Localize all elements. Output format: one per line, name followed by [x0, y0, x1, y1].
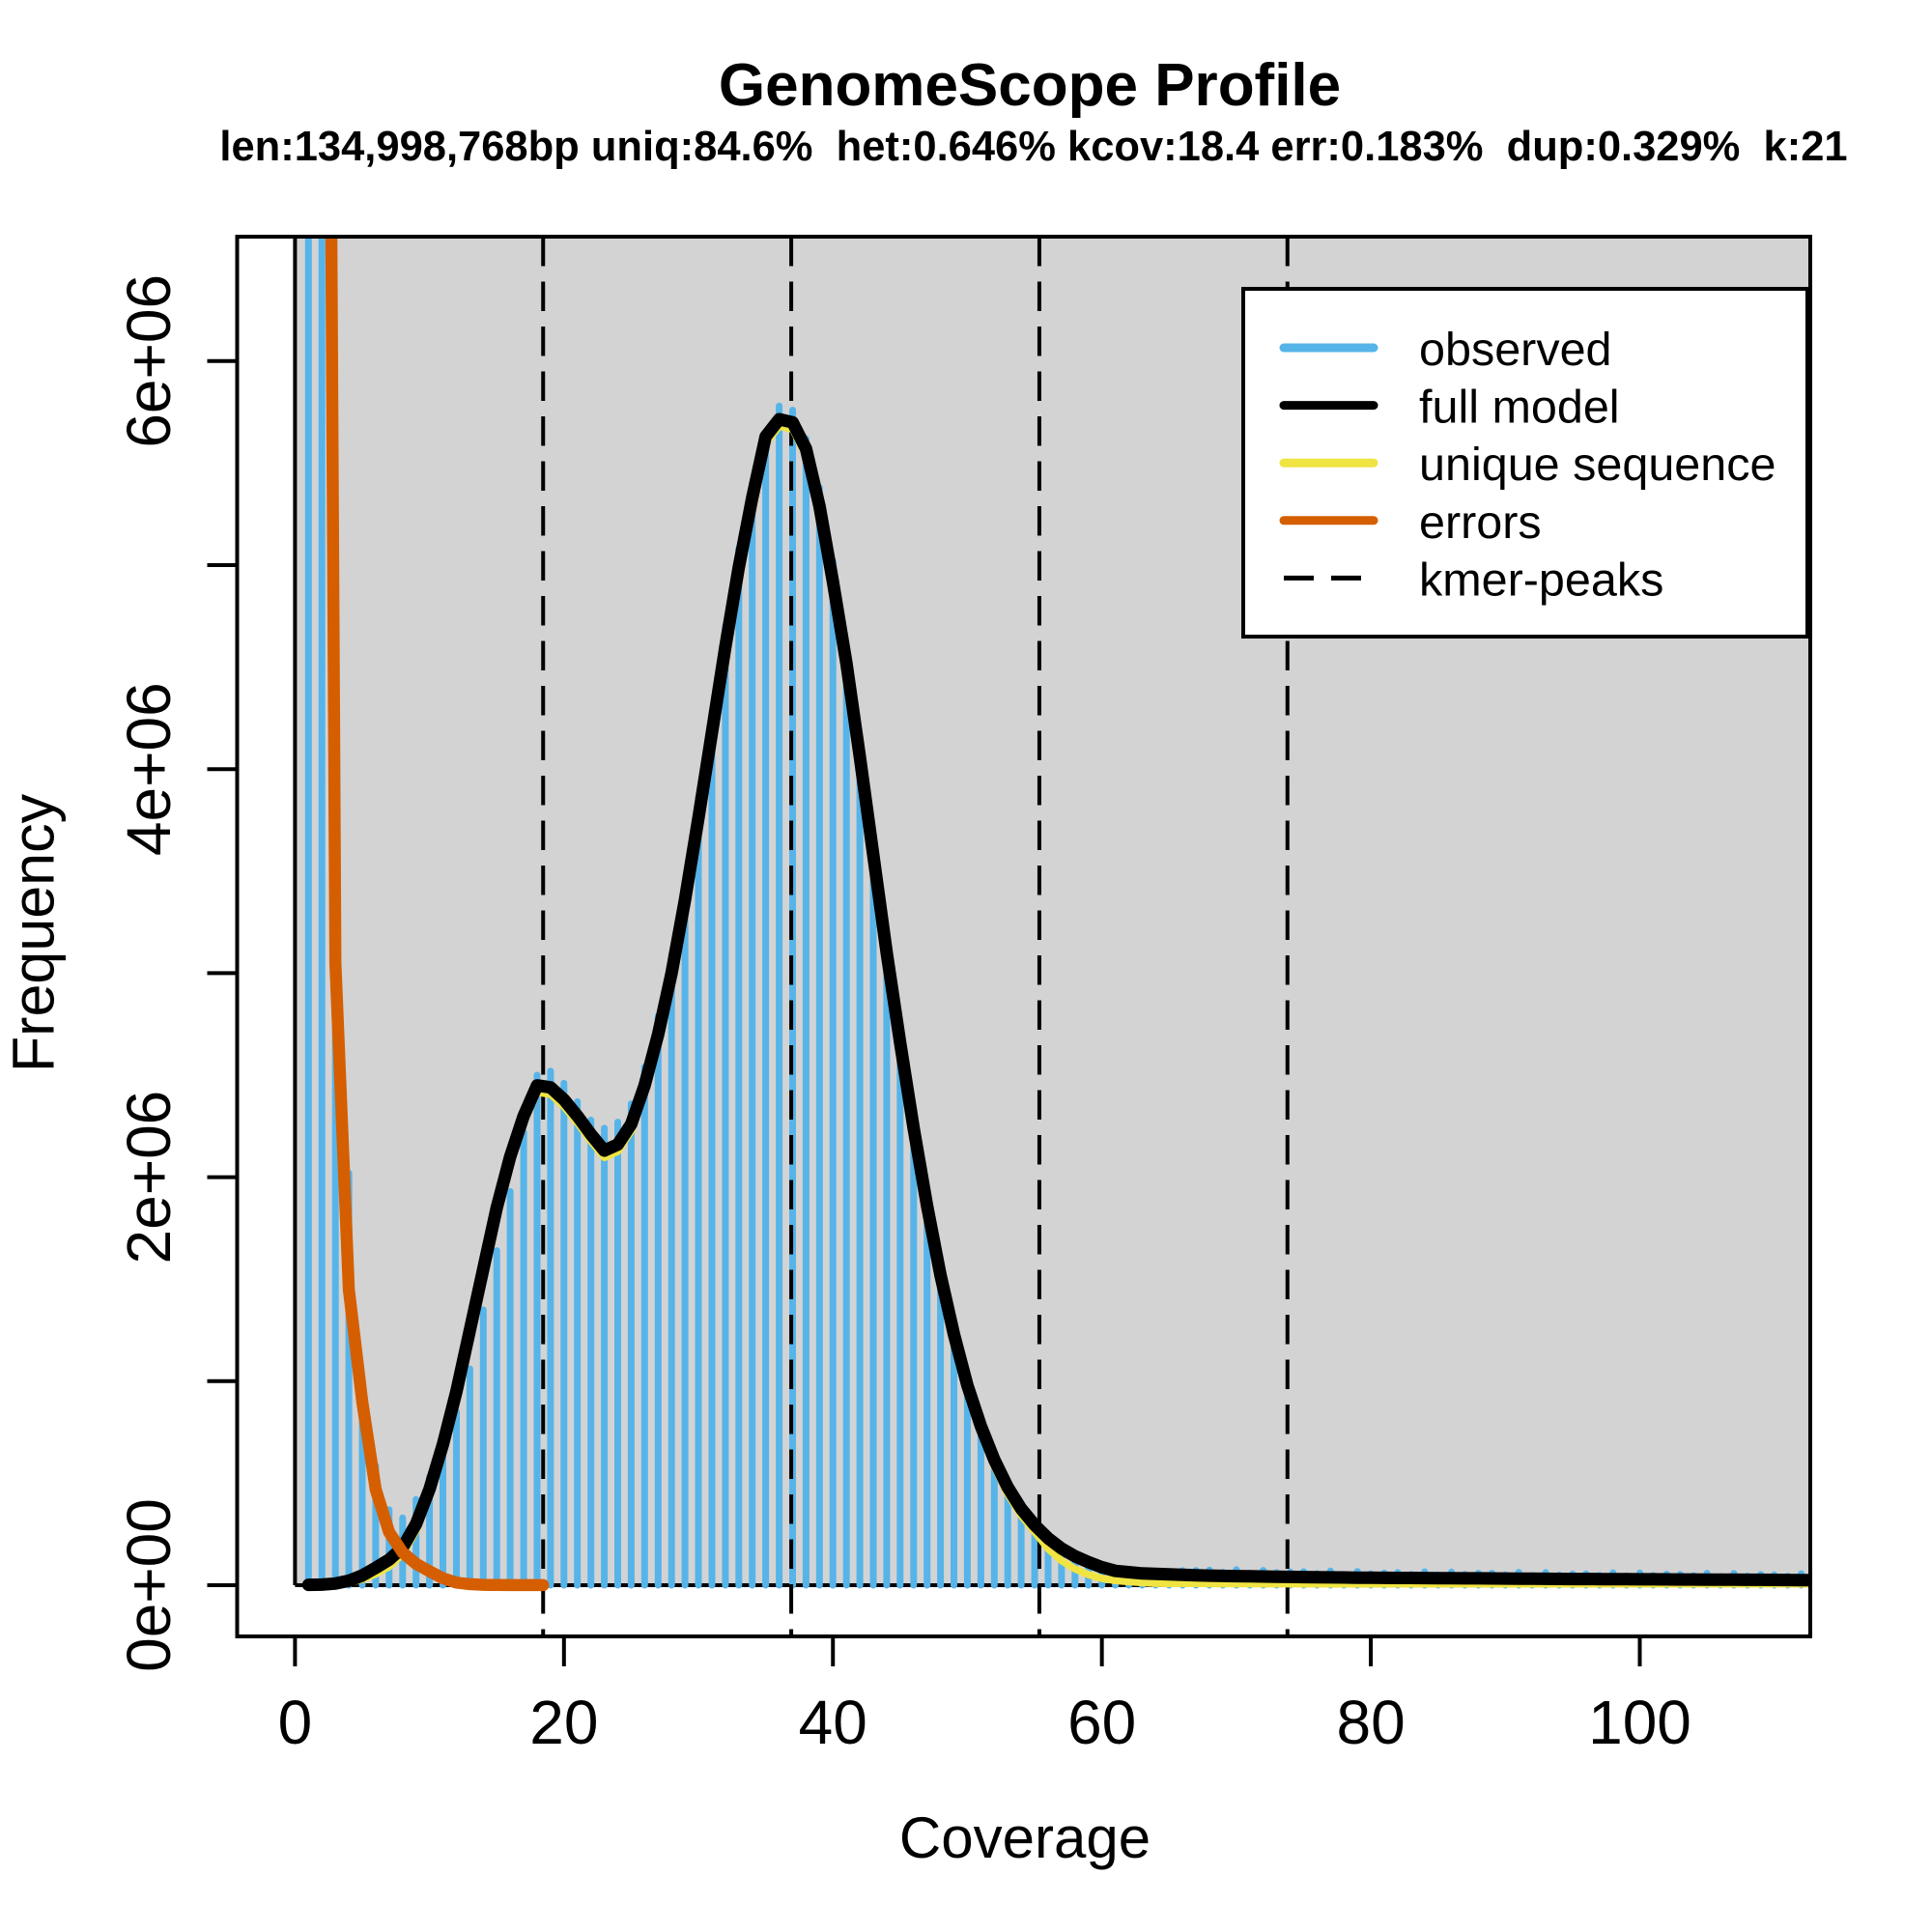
svg-text:100: 100: [1588, 1688, 1691, 1757]
svg-text:len:134,998,768bp uniq:84.6%: len:134,998,768bp uniq:84.6% het:0.646% …: [219, 124, 1847, 170]
svg-text:2e+06: 2e+06: [114, 1091, 184, 1264]
svg-text:observed: observed: [1419, 324, 1612, 376]
svg-text:unique sequence: unique sequence: [1419, 439, 1776, 491]
svg-text:20: 20: [529, 1688, 598, 1757]
svg-text:GenomeScope Profile: GenomeScope Profile: [719, 52, 1341, 119]
svg-text:0: 0: [278, 1688, 313, 1757]
svg-text:Frequency: Frequency: [1, 793, 67, 1072]
svg-text:6e+06: 6e+06: [114, 274, 184, 448]
svg-text:full model: full model: [1419, 382, 1620, 434]
svg-text:60: 60: [1067, 1688, 1136, 1757]
svg-text:kmer-peaks: kmer-peaks: [1419, 554, 1663, 606]
svg-text:4e+06: 4e+06: [114, 682, 184, 856]
svg-text:Coverage: Coverage: [899, 1805, 1151, 1870]
svg-text:errors: errors: [1419, 497, 1542, 549]
svg-text:80: 80: [1336, 1688, 1405, 1757]
svg-text:0e+00: 0e+00: [114, 1498, 184, 1672]
svg-text:40: 40: [799, 1688, 867, 1757]
